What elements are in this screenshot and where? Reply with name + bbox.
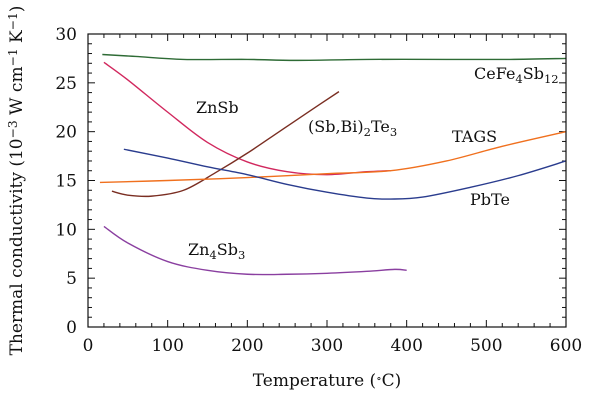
x-tick-label: 400 bbox=[390, 336, 422, 356]
series-label-tags: TAGS bbox=[452, 127, 497, 146]
series-labels: CeFe4Sb12 ZnSb (Sb,Bi)2Te3 TAGS PbTe Zn4Sb3 bbox=[188, 64, 559, 262]
series-line-zn4sb3 bbox=[103, 225, 407, 276]
series-label-sbbi2te3: (Sb,Bi)2Te3 bbox=[308, 117, 397, 139]
y-tick-label: 30 bbox=[55, 25, 77, 45]
series-label-cefe4sb12: CeFe4Sb12 bbox=[474, 64, 559, 86]
series-label-zn4sb3: Zn4Sb3 bbox=[188, 240, 245, 262]
x-tick-label: 100 bbox=[151, 336, 183, 356]
y-tick-label: 10 bbox=[55, 220, 77, 240]
x-tick-label: 500 bbox=[470, 336, 502, 356]
series-lines bbox=[99, 53, 567, 276]
y-tick-label: 15 bbox=[55, 172, 77, 192]
x-tick-label: 600 bbox=[550, 336, 582, 356]
y-tick-label: 25 bbox=[55, 74, 77, 94]
x-tick-label: 300 bbox=[311, 336, 343, 356]
series-line-cefe4sb12 bbox=[102, 53, 567, 62]
series-label-pbte: PbTe bbox=[470, 190, 510, 209]
x-axis-title: Temperature (∘C) bbox=[253, 371, 401, 391]
x-tick-label: 0 bbox=[83, 336, 94, 356]
series-label-znsb: ZnSb bbox=[196, 98, 239, 117]
series-line-tags bbox=[99, 130, 567, 184]
series-line-pbte bbox=[123, 148, 567, 200]
y-tick-label: 0 bbox=[66, 318, 77, 338]
x-tick-label: 200 bbox=[231, 336, 263, 356]
y-tick-label: 5 bbox=[66, 269, 77, 289]
y-tick-label: 20 bbox=[55, 123, 77, 143]
plot-frame bbox=[87, 33, 567, 328]
y-axis-title: Thermal conductivity (10−3 W cm−1 K−1) bbox=[6, 6, 27, 356]
series-line-sbbi2te3 bbox=[111, 91, 340, 198]
